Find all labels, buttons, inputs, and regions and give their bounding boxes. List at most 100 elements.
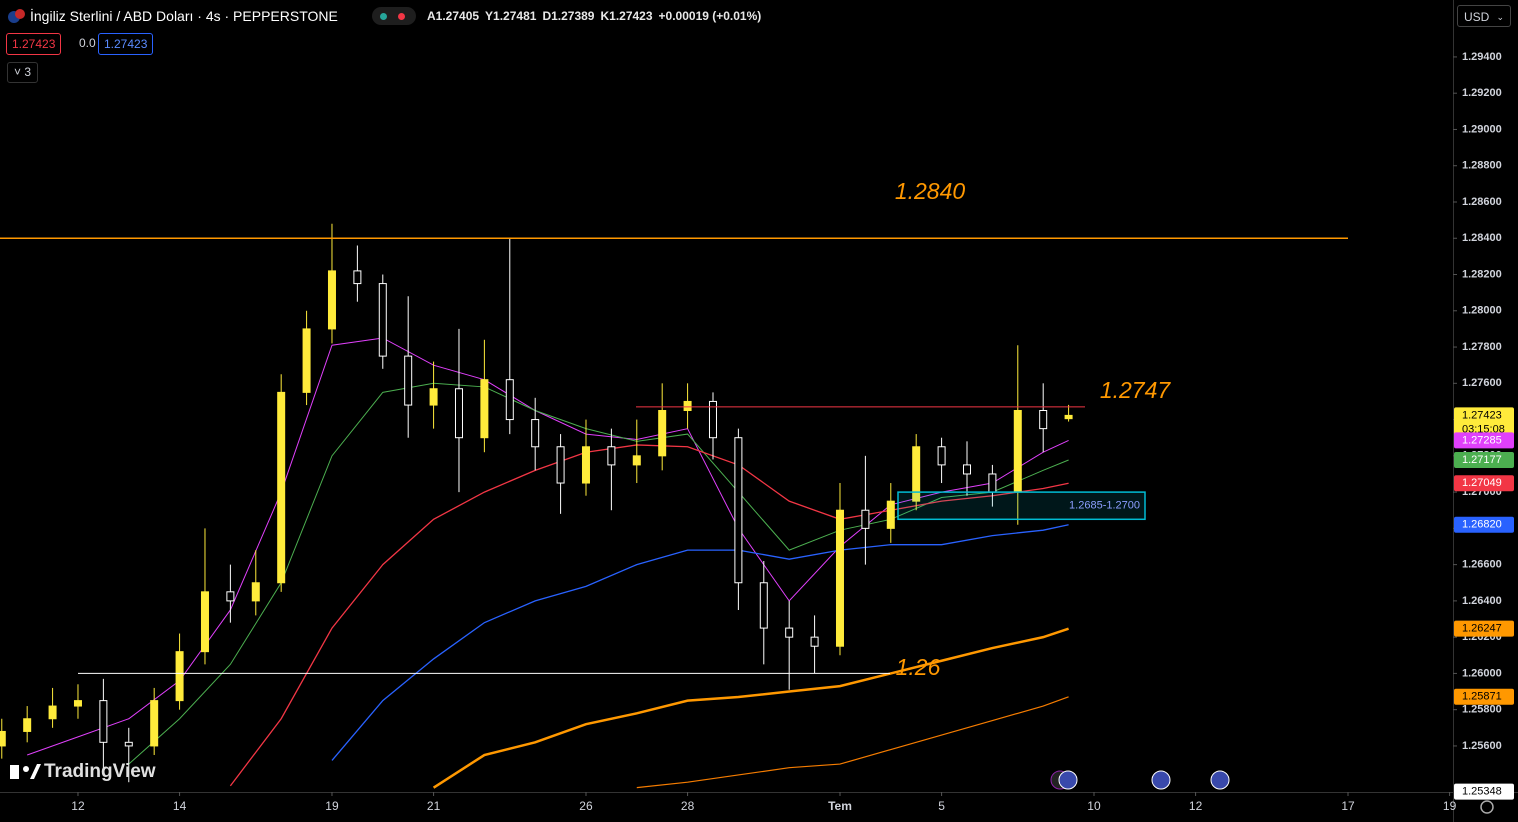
y-tick-label: 1.28000 bbox=[1462, 305, 1502, 317]
x-tick-label: 26 bbox=[579, 799, 593, 813]
logo-mark bbox=[10, 765, 19, 779]
market-status[interactable] bbox=[372, 7, 416, 25]
ohlc-legend: A1.27405 Y1.27481 D1.27389 K1.27423 +0.00019… bbox=[427, 9, 767, 23]
indicators-toggle[interactable]: ˅ 3 bbox=[7, 62, 39, 83]
logo: TradingView bbox=[10, 761, 156, 782]
candle-body bbox=[454, 388, 463, 439]
candle-body bbox=[912, 446, 921, 502]
price-badge-label: 1.27423 bbox=[1462, 409, 1502, 421]
ohlc-change: +0.00019 (+0.01%) bbox=[658, 9, 762, 23]
candle-body bbox=[1013, 410, 1022, 493]
candle-body bbox=[1064, 414, 1073, 420]
candle-body bbox=[835, 509, 844, 647]
price-badge-label: 1.27285 bbox=[1462, 434, 1502, 446]
event-icon[interactable] bbox=[1151, 770, 1171, 790]
price-badge bbox=[1454, 783, 1514, 800]
price-badge-label: 1.27177 bbox=[1462, 454, 1502, 466]
support-zone bbox=[897, 491, 1146, 521]
x-tick-label: 12 bbox=[71, 799, 85, 813]
y-tick-label: 1.28800 bbox=[1462, 160, 1502, 172]
candle-body bbox=[988, 473, 997, 493]
x-tick-label: 28 bbox=[681, 799, 695, 813]
ohlc-low: D1.27389 bbox=[542, 9, 595, 23]
candle-body bbox=[327, 270, 336, 330]
candle-body bbox=[404, 355, 413, 406]
x-tick-label: 19 bbox=[1443, 799, 1457, 813]
candle-body bbox=[124, 741, 133, 747]
moving-average bbox=[636, 696, 1069, 789]
candle-body bbox=[1039, 410, 1048, 430]
price-badge bbox=[1454, 432, 1514, 449]
moving-average bbox=[432, 627, 1069, 789]
event-icon[interactable] bbox=[1210, 770, 1230, 790]
candle-body bbox=[277, 391, 286, 584]
x-tick-label: 19 bbox=[325, 799, 339, 813]
y-tick-label: 1.25600 bbox=[1462, 740, 1502, 752]
candle-body bbox=[505, 379, 514, 421]
x-tick-label: 14 bbox=[173, 799, 187, 813]
x-tick-label: 10 bbox=[1087, 799, 1101, 813]
price-badge-label: 1.25871 bbox=[1462, 691, 1502, 703]
candle-body bbox=[962, 464, 971, 475]
candle-body bbox=[200, 591, 209, 653]
currency: USD bbox=[1464, 10, 1490, 24]
indicators-count: 3 bbox=[24, 65, 32, 79]
spread: 0.0 bbox=[79, 36, 96, 50]
candle-body bbox=[48, 705, 57, 720]
settings-icon[interactable] bbox=[1480, 800, 1494, 814]
candle-body bbox=[150, 700, 159, 747]
symbol-title[interactable]: İngiliz Sterlini / ABD Doları · 4s · PEP… bbox=[30, 8, 338, 24]
candle-body bbox=[886, 500, 895, 529]
candle-body bbox=[810, 636, 819, 647]
plot-area: 1.2840 1.2747 1.26 1.2685-1.2700 bbox=[0, 178, 1348, 789]
price-badge-label: 1.25348 bbox=[1462, 786, 1502, 798]
y-tick-label: 1.27800 bbox=[1462, 341, 1502, 353]
level-label: 1.26 bbox=[896, 654, 941, 680]
candle-body bbox=[607, 446, 616, 466]
candle-body bbox=[861, 509, 870, 529]
candle-body bbox=[658, 410, 667, 457]
y-tick-label: 1.29000 bbox=[1462, 123, 1502, 135]
candle-body bbox=[23, 718, 32, 732]
candle-body bbox=[302, 328, 311, 393]
price-badge-label: 1.26820 bbox=[1462, 519, 1502, 531]
price-badge bbox=[1454, 516, 1514, 533]
candle-body bbox=[556, 446, 565, 484]
event-icon[interactable] bbox=[1058, 770, 1078, 790]
logo-mark bbox=[23, 766, 29, 772]
candle-body bbox=[531, 419, 540, 448]
y-tick-label: 1.28600 bbox=[1462, 196, 1502, 208]
candle-body bbox=[226, 591, 235, 602]
x-tick-label: 12 bbox=[1189, 799, 1203, 813]
ohlc-close: K1.27423 bbox=[600, 9, 653, 23]
event-icons bbox=[1050, 770, 1230, 790]
currency-select[interactable]: USD ⌄ bbox=[1457, 5, 1511, 27]
y-tick-label: 1.27600 bbox=[1462, 377, 1502, 389]
price-badge bbox=[1454, 475, 1514, 492]
candle-body bbox=[99, 700, 108, 743]
x-tick-label: 21 bbox=[427, 799, 441, 813]
ohlc-high: Y1.27481 bbox=[485, 9, 537, 23]
y-tick-label: 1.25800 bbox=[1462, 704, 1502, 716]
candle-body bbox=[937, 446, 946, 466]
candle-body bbox=[683, 400, 692, 412]
candle-body bbox=[175, 651, 184, 702]
candle-body bbox=[73, 700, 82, 707]
y-tick-label: 1.28400 bbox=[1462, 232, 1502, 244]
x-tick-label: Tem bbox=[828, 799, 852, 813]
y-tick-label: 1.28200 bbox=[1462, 268, 1502, 280]
candle-body bbox=[759, 582, 768, 629]
buy-button[interactable]: 1.27423 bbox=[98, 33, 154, 55]
candle-body bbox=[632, 455, 641, 466]
logo-mark bbox=[30, 764, 41, 779]
y-tick-label: 1.29400 bbox=[1462, 51, 1502, 63]
moving-average bbox=[128, 382, 1069, 765]
price-badge bbox=[1454, 452, 1514, 469]
sell-button[interactable]: 1.27423 bbox=[6, 33, 62, 55]
price-badge bbox=[1454, 688, 1514, 705]
watermark: TradingView bbox=[44, 761, 156, 782]
y-tick-label: 1.26000 bbox=[1462, 667, 1502, 679]
candle-body bbox=[429, 388, 438, 406]
